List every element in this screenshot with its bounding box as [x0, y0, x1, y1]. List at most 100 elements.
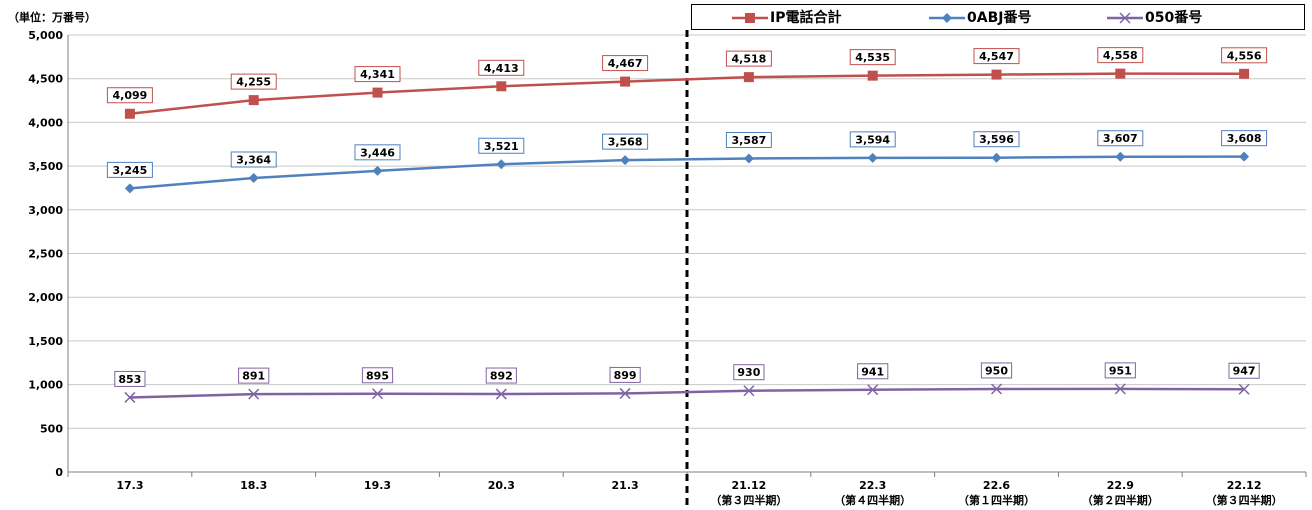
unit-label: （単位：万番号）	[8, 11, 96, 24]
data-label: 3,594	[855, 133, 890, 146]
data-label: 899	[614, 369, 637, 382]
data-label-box	[478, 59, 525, 76]
x-tick-sublabel: （第１四半期）	[958, 493, 1035, 507]
data-point-square	[620, 76, 631, 87]
x-tick-label: 20.3	[488, 479, 515, 492]
data-point-x	[867, 384, 879, 396]
y-tick-label: 500	[40, 422, 63, 435]
series-line	[129, 72, 1245, 115]
x-tick-label: 21.12	[732, 479, 767, 492]
data-label: 3,587	[732, 134, 767, 147]
x-tick-label: 21.3	[612, 479, 639, 492]
data-point-x	[619, 387, 631, 399]
data-point-diamond	[620, 155, 631, 166]
data-point-x	[495, 388, 507, 400]
data-point-diamond	[372, 165, 383, 176]
data-label: 950	[985, 364, 1008, 377]
data-label: 941	[861, 365, 884, 378]
y-tick-label: 4,500	[28, 73, 63, 86]
data-point-diamond	[248, 172, 259, 183]
data-point-diamond	[124, 183, 135, 194]
series-line	[129, 387, 1245, 399]
data-label-box	[733, 364, 765, 381]
data-label-box	[230, 73, 277, 90]
data-label: 3,364	[236, 153, 271, 166]
data-label: 4,467	[608, 57, 643, 70]
legend-item-oabj: 0ABJ番号	[929, 7, 1031, 27]
data-point-square	[1239, 68, 1250, 79]
data-label-box	[849, 49, 896, 66]
legend-label-ip-total: IP電話合計	[770, 10, 842, 26]
data-point-diamond	[496, 159, 507, 170]
data-point-square	[743, 72, 754, 83]
data-label: 3,607	[1103, 132, 1138, 145]
data-label: 947	[1233, 365, 1256, 378]
data-label-box	[238, 367, 270, 384]
data-label: 4,099	[113, 89, 148, 102]
data-point-square	[991, 69, 1002, 80]
data-label-box	[602, 133, 649, 150]
data-label-box	[849, 131, 896, 148]
data-label: 3,608	[1227, 132, 1262, 145]
legend-label-oabj: 0ABJ番号	[967, 10, 1032, 26]
y-tick-label: 4,000	[28, 116, 63, 129]
data-label-box	[725, 50, 772, 67]
data-point-square	[496, 81, 507, 92]
x-tick-sublabel: （第３四半期）	[710, 493, 787, 507]
x-tick-label: 19.3	[364, 479, 391, 492]
x-tick-label: 22.12	[1227, 479, 1262, 492]
x-tick-label: 22.3	[859, 479, 886, 492]
data-label-box	[230, 151, 277, 168]
data-label: 4,547	[979, 50, 1014, 63]
data-label: 895	[366, 369, 389, 382]
y-tick-label: 5,000	[28, 29, 63, 42]
x-tick-sublabel: （第４四半期）	[834, 493, 911, 507]
data-point-diamond	[867, 152, 878, 163]
data-point-x	[1238, 383, 1250, 395]
data-label-box	[1221, 47, 1268, 64]
legend-item-ip-total: IP電話合計	[732, 7, 841, 27]
data-label-box	[106, 87, 153, 104]
data-point-square	[867, 70, 878, 81]
data-label: 3,596	[979, 133, 1014, 146]
data-label: 4,413	[484, 62, 519, 75]
data-point-square	[124, 108, 135, 119]
x-tick-label: 22.6	[983, 479, 1010, 492]
y-tick-label: 1,500	[28, 335, 63, 348]
y-tick-label: 2,500	[28, 248, 63, 261]
data-label-box	[973, 131, 1020, 148]
data-label-box	[973, 48, 1020, 65]
data-point-x	[124, 391, 136, 403]
x-tick-label: 17.3	[116, 479, 143, 492]
data-label: 892	[490, 370, 513, 383]
data-label-box	[725, 131, 772, 148]
legend-item-050: 050番号	[1107, 7, 1202, 27]
data-label: 891	[242, 370, 265, 383]
data-point-square	[372, 87, 383, 98]
legend-square-marker-icon	[732, 13, 768, 23]
data-point-diamond	[1239, 151, 1250, 162]
data-label: 4,518	[732, 53, 767, 66]
data-point-diamond	[743, 153, 754, 164]
data-point-square	[1115, 68, 1126, 79]
x-tick-label: 22.9	[1107, 479, 1134, 492]
data-label: 4,556	[1227, 49, 1262, 62]
data-point-x	[248, 388, 260, 400]
data-label: 4,255	[236, 76, 271, 89]
data-label: 853	[118, 373, 141, 386]
legend-label-050: 050番号	[1145, 10, 1203, 26]
data-point-diamond	[991, 152, 1002, 163]
legend-diamond-marker-icon	[929, 13, 965, 23]
data-point-x	[1114, 383, 1126, 395]
x-tick-label: 18.3	[240, 479, 267, 492]
legend-x-marker-icon	[1107, 12, 1143, 24]
data-label-box	[354, 144, 401, 161]
data-label-box	[1228, 362, 1260, 379]
data-label-box	[1221, 130, 1268, 147]
y-tick-label: 2,000	[28, 291, 63, 304]
y-tick-label: 0	[55, 466, 63, 479]
data-point-square	[248, 95, 259, 106]
data-label-box	[106, 161, 153, 178]
chart-legend: IP電話合計 0ABJ番号 050番号	[691, 4, 1305, 30]
